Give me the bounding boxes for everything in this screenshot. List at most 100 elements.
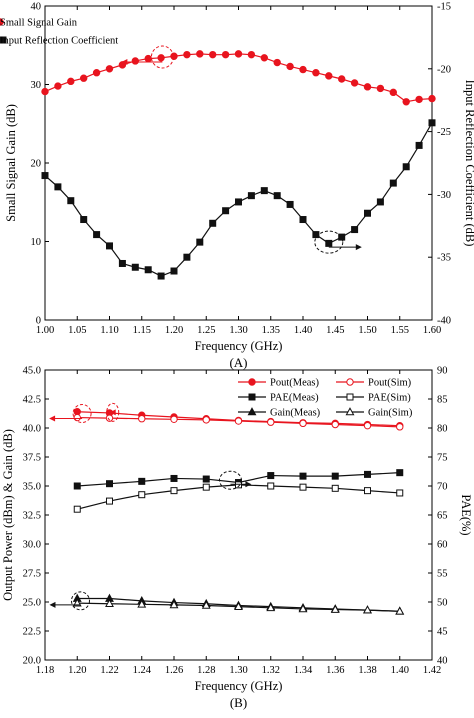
x-tick-label: 1.20 (165, 325, 183, 336)
data-point (41, 87, 49, 96)
data-point (72, 598, 82, 607)
series-line (44, 53, 433, 103)
data-point (144, 266, 152, 274)
chart-b: 1.18 1.20 1.22 1.24 1.26 1.28 1.30 1.32 1.34 1.36… (1, 366, 473, 711)
x-tick-label: 1.10 (100, 325, 118, 336)
data-point (221, 50, 230, 59)
annotation-circle (72, 404, 92, 423)
data-point (234, 50, 243, 58)
y2-tick-label: -15 (437, 2, 451, 13)
legend-label: Pout(Meas) (270, 378, 319, 389)
data-point (209, 219, 217, 227)
y-tick-label: 37.5 (23, 453, 41, 464)
data-point (183, 50, 191, 59)
y2-tick-label: 55 (437, 569, 448, 580)
arrow-head (49, 415, 56, 422)
legend-marker (345, 407, 355, 416)
data-point (312, 69, 320, 77)
data-point (131, 57, 140, 65)
y2-tick-label: 50 (437, 598, 448, 609)
data-point (235, 481, 242, 489)
y2-tick-label: 85 (437, 395, 448, 406)
data-point (267, 482, 275, 490)
data-point (428, 94, 436, 103)
data-point (286, 200, 294, 208)
arrow-head (109, 409, 116, 416)
data-point (67, 197, 75, 205)
data-point (106, 480, 113, 488)
data-point (325, 72, 333, 80)
data-point (286, 62, 294, 71)
data-point (201, 600, 211, 609)
data-point (338, 233, 346, 241)
data-point (299, 419, 307, 428)
arrow-head (355, 244, 362, 251)
legend-marker (248, 378, 256, 386)
y2-tick-label: 60 (437, 540, 448, 551)
x-tick-label: 1.26 (165, 665, 183, 676)
data-point (267, 472, 275, 480)
x-tick-label: 1.55 (391, 325, 409, 336)
data-point (428, 119, 436, 127)
data-point (54, 82, 62, 90)
y-tick-label: 20 (31, 159, 42, 170)
legend-label: Small Signal Gain (0, 18, 78, 29)
x-tick-label: 1.36 (326, 665, 344, 676)
y2-tick-label: -20 (437, 64, 451, 75)
legend-marker (248, 393, 256, 401)
y-tick-label: 42.5 (23, 395, 41, 406)
data-point (299, 472, 307, 480)
data-point (196, 50, 204, 58)
data-point (105, 598, 114, 608)
y-tick-label: 40.0 (23, 424, 41, 435)
data-point (364, 209, 371, 217)
x-tick-label: 1.00 (36, 325, 54, 336)
data-point (396, 469, 404, 477)
data-point (298, 604, 308, 613)
data-point (331, 484, 339, 492)
data-point (247, 50, 256, 59)
data-point (299, 483, 307, 491)
x-tick-label: 1.22 (100, 665, 118, 676)
data-point (80, 216, 88, 224)
y2-tick-label: -30 (437, 190, 451, 201)
data-point (389, 179, 397, 187)
arrow-head (49, 601, 56, 608)
data-point (106, 497, 113, 505)
series-line (77, 484, 400, 510)
legend-label: PAE(Meas) (270, 393, 319, 404)
legend-label: Pout(Sim) (368, 378, 412, 389)
data-point (376, 84, 385, 93)
data-point (183, 253, 191, 261)
legend-marker (0, 36, 7, 44)
data-point (170, 267, 178, 275)
data-point (247, 192, 255, 200)
data-point (260, 54, 268, 62)
x-tick-label: 1.34 (294, 665, 313, 676)
data-point (267, 418, 275, 426)
data-point (299, 216, 307, 224)
figure-caption: (A) (229, 355, 247, 370)
data-point (93, 231, 101, 239)
data-point (395, 606, 405, 615)
data-point (170, 474, 178, 482)
x-tick-label: 1.18 (36, 665, 54, 676)
x-tick-label: 1.24 (133, 665, 152, 676)
data-point (73, 505, 81, 513)
y-tick-label: 25.0 (23, 598, 41, 609)
annotation-circle (150, 45, 174, 69)
x-tick-label: 1.20 (68, 665, 86, 676)
y-tick-label: 35.0 (23, 482, 41, 493)
data-point (273, 192, 281, 200)
legend-marker (0, 18, 4, 26)
data-point (363, 83, 372, 91)
y2-tick-label: 40 (437, 656, 448, 667)
data-point (260, 187, 268, 195)
data-point (80, 74, 88, 82)
annotation-circle (70, 591, 90, 611)
data-point (169, 600, 179, 609)
x-tick-label: 1.40 (294, 325, 312, 336)
y-tick-label: 22.5 (23, 627, 41, 638)
data-point (157, 272, 165, 280)
data-point (41, 172, 49, 180)
